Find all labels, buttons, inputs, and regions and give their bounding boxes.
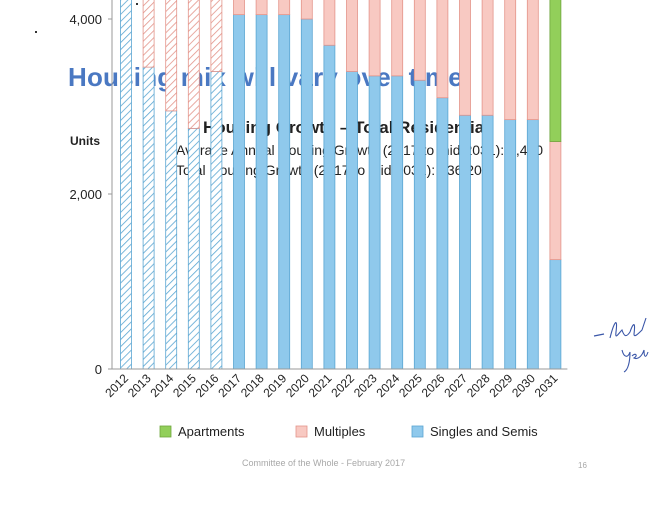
- bar-multiples-2018: [255, 0, 268, 16]
- bar-multiples-2027: [459, 0, 471, 116]
- bar-multiples-2022: [346, 0, 358, 72]
- bar-multiples-2015: [187, 0, 200, 129]
- chart-subtitle-average: Average Annual Housing Growth (2017 to m…: [176, 142, 544, 158]
- bar-multiples-2031: [549, 141, 562, 261]
- x-tick-label: 2019: [261, 371, 290, 400]
- legend-swatch-apartments: [159, 425, 172, 438]
- bar-singles-2028: [481, 114, 494, 370]
- x-axis: 2012201320142015201620172018201920202021…: [102, 368, 568, 400]
- bar-singles-2016: [210, 71, 223, 370]
- bar-singles-2022: [346, 71, 358, 370]
- x-tick-label: 2031: [532, 371, 561, 400]
- bar-multiples-2023: [368, 0, 381, 77]
- speck-dot: [136, 3, 138, 5]
- bar-multiples-2028: [481, 0, 494, 116]
- bar-singles-2031: [549, 259, 562, 370]
- y-tick-label: 0: [95, 362, 102, 377]
- bar-singles-2023: [368, 75, 381, 370]
- bar-singles-2029: [504, 119, 517, 370]
- x-tick-label: 2021: [306, 371, 335, 400]
- x-tick-label: 2012: [102, 371, 131, 400]
- x-tick-label: 2016: [193, 371, 222, 400]
- bar-singles-2020: [300, 18, 313, 370]
- x-tick-label: 2027: [441, 371, 470, 400]
- x-tick-label: 2017: [215, 371, 244, 400]
- speck-dot: [35, 31, 37, 33]
- legend-swatch-multiples: [295, 425, 308, 438]
- bar-singles-2024: [391, 75, 404, 370]
- x-tick-label: 2014: [148, 371, 177, 400]
- bar-multiples-2013: [142, 0, 155, 68]
- x-tick-label: 2024: [374, 371, 403, 400]
- legend-swatch-singles: [411, 425, 424, 438]
- legend-label-apartments: Apartments: [178, 424, 245, 439]
- x-tick-label: 2023: [351, 371, 380, 400]
- bar-multiples-2019: [278, 0, 291, 16]
- bar-singles-2025: [413, 79, 426, 370]
- x-tick-label: 2028: [464, 371, 493, 400]
- x-tick-label: 2018: [238, 371, 267, 400]
- x-tick-label: 2025: [396, 371, 425, 400]
- y-tick-label: 4,000: [69, 12, 102, 27]
- x-tick-label: 2022: [328, 371, 357, 400]
- bar-singles-2026: [436, 97, 449, 370]
- y-tick-label: 2,000: [69, 187, 102, 202]
- bar-multiples-2016: [210, 0, 223, 72]
- page-number: 16: [578, 461, 587, 470]
- bar-multiples-2014: [165, 0, 178, 112]
- x-tick-label: 2026: [419, 371, 448, 400]
- x-tick-label: 2013: [125, 371, 154, 400]
- bar-multiples-2024: [391, 0, 404, 77]
- bar-multiples-2025: [413, 0, 426, 81]
- legend: Apartments Multiples Singles and Semis: [159, 424, 538, 439]
- bar-singles-2017: [233, 14, 245, 370]
- bar-singles-2018: [255, 14, 268, 370]
- bar-singles-2030: [526, 119, 539, 370]
- bars-group: [120, 0, 562, 370]
- bar-singles-2012: [120, 0, 132, 370]
- bar-multiples-2017: [233, 0, 245, 16]
- y-axis-label: Units: [70, 134, 100, 148]
- bar-multiples-2020: [300, 0, 313, 20]
- bar-apartments-2031: [549, 0, 562, 142]
- bar-singles-2014: [165, 110, 178, 370]
- bar-multiples-2021: [323, 0, 336, 46]
- bar-singles-2019: [278, 14, 291, 370]
- bar-multiples-2029: [504, 0, 517, 121]
- x-tick-label: 2020: [283, 371, 312, 400]
- bar-singles-2027: [459, 114, 471, 370]
- x-tick-label: 2030: [509, 371, 538, 400]
- x-tick-label: 2029: [487, 371, 516, 400]
- bar-multiples-2026: [436, 0, 449, 99]
- legend-label-singles: Singles and Semis: [430, 424, 538, 439]
- bar-singles-2021: [323, 44, 336, 370]
- bar-multiples-2030: [526, 0, 539, 121]
- bar-singles-2013: [142, 66, 155, 370]
- handwritten-note-half-year: [593, 317, 649, 373]
- x-tick-label: 2015: [170, 371, 199, 400]
- legend-label-multiples: Multiples: [314, 424, 366, 439]
- bar-singles-2015: [187, 127, 200, 370]
- slide-footer: Committee of the Whole - February 2017: [242, 458, 406, 468]
